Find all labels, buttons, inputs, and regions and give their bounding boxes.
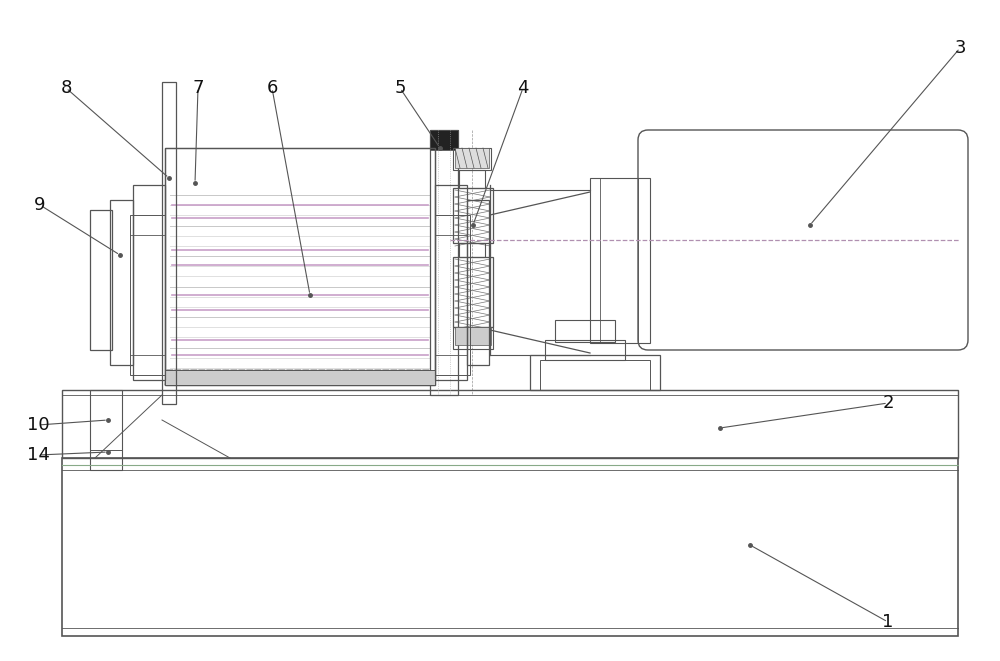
- Polygon shape: [413, 370, 421, 385]
- Polygon shape: [293, 370, 301, 385]
- Bar: [453, 257, 493, 327]
- Polygon shape: [333, 370, 341, 385]
- Polygon shape: [317, 370, 325, 385]
- Polygon shape: [357, 370, 365, 385]
- Bar: [90, 390, 122, 470]
- Polygon shape: [173, 370, 181, 385]
- Polygon shape: [181, 370, 189, 385]
- Text: 8: 8: [60, 79, 72, 97]
- Bar: [430, 130, 458, 395]
- Polygon shape: [189, 370, 197, 385]
- Text: 1: 1: [882, 613, 894, 631]
- Bar: [130, 215, 165, 375]
- Polygon shape: [205, 370, 213, 385]
- Bar: [62, 458, 958, 636]
- Bar: [453, 148, 491, 170]
- Polygon shape: [301, 370, 309, 385]
- Bar: [530, 355, 660, 390]
- Polygon shape: [405, 370, 413, 385]
- Bar: [110, 200, 133, 365]
- Polygon shape: [229, 370, 237, 385]
- Bar: [545, 340, 625, 360]
- Polygon shape: [253, 370, 261, 385]
- Polygon shape: [165, 370, 173, 385]
- Bar: [165, 148, 435, 385]
- Text: 10: 10: [27, 416, 49, 434]
- Bar: [435, 185, 467, 380]
- Bar: [459, 243, 485, 257]
- Bar: [455, 148, 489, 168]
- Bar: [455, 327, 491, 345]
- Polygon shape: [421, 370, 429, 385]
- Bar: [590, 178, 650, 343]
- Bar: [453, 188, 493, 243]
- Bar: [90, 210, 112, 350]
- Text: 4: 4: [517, 79, 529, 97]
- Bar: [90, 450, 122, 470]
- Text: 14: 14: [27, 446, 49, 464]
- Bar: [162, 82, 176, 404]
- Text: 2: 2: [882, 394, 894, 412]
- Polygon shape: [397, 370, 405, 385]
- Bar: [555, 320, 615, 342]
- Bar: [540, 360, 650, 390]
- Polygon shape: [261, 370, 269, 385]
- Bar: [453, 327, 493, 349]
- Polygon shape: [237, 370, 245, 385]
- Polygon shape: [309, 370, 317, 385]
- Polygon shape: [277, 370, 285, 385]
- Bar: [165, 370, 435, 385]
- Polygon shape: [325, 370, 333, 385]
- Polygon shape: [365, 370, 373, 385]
- Text: 6: 6: [266, 79, 278, 97]
- Bar: [133, 185, 165, 380]
- Polygon shape: [197, 370, 205, 385]
- Bar: [459, 170, 485, 188]
- Polygon shape: [381, 370, 389, 385]
- Text: 7: 7: [192, 79, 204, 97]
- Polygon shape: [389, 370, 397, 385]
- Polygon shape: [221, 370, 229, 385]
- Polygon shape: [341, 370, 349, 385]
- Bar: [165, 148, 435, 385]
- Bar: [430, 130, 458, 150]
- Text: 9: 9: [34, 196, 46, 214]
- Polygon shape: [285, 370, 293, 385]
- Polygon shape: [373, 370, 381, 385]
- Polygon shape: [213, 370, 221, 385]
- Bar: [62, 390, 958, 458]
- Polygon shape: [349, 370, 357, 385]
- Text: 3: 3: [954, 39, 966, 57]
- Bar: [467, 200, 489, 365]
- Text: 5: 5: [394, 79, 406, 97]
- Bar: [435, 215, 470, 375]
- Polygon shape: [245, 370, 253, 385]
- Polygon shape: [269, 370, 277, 385]
